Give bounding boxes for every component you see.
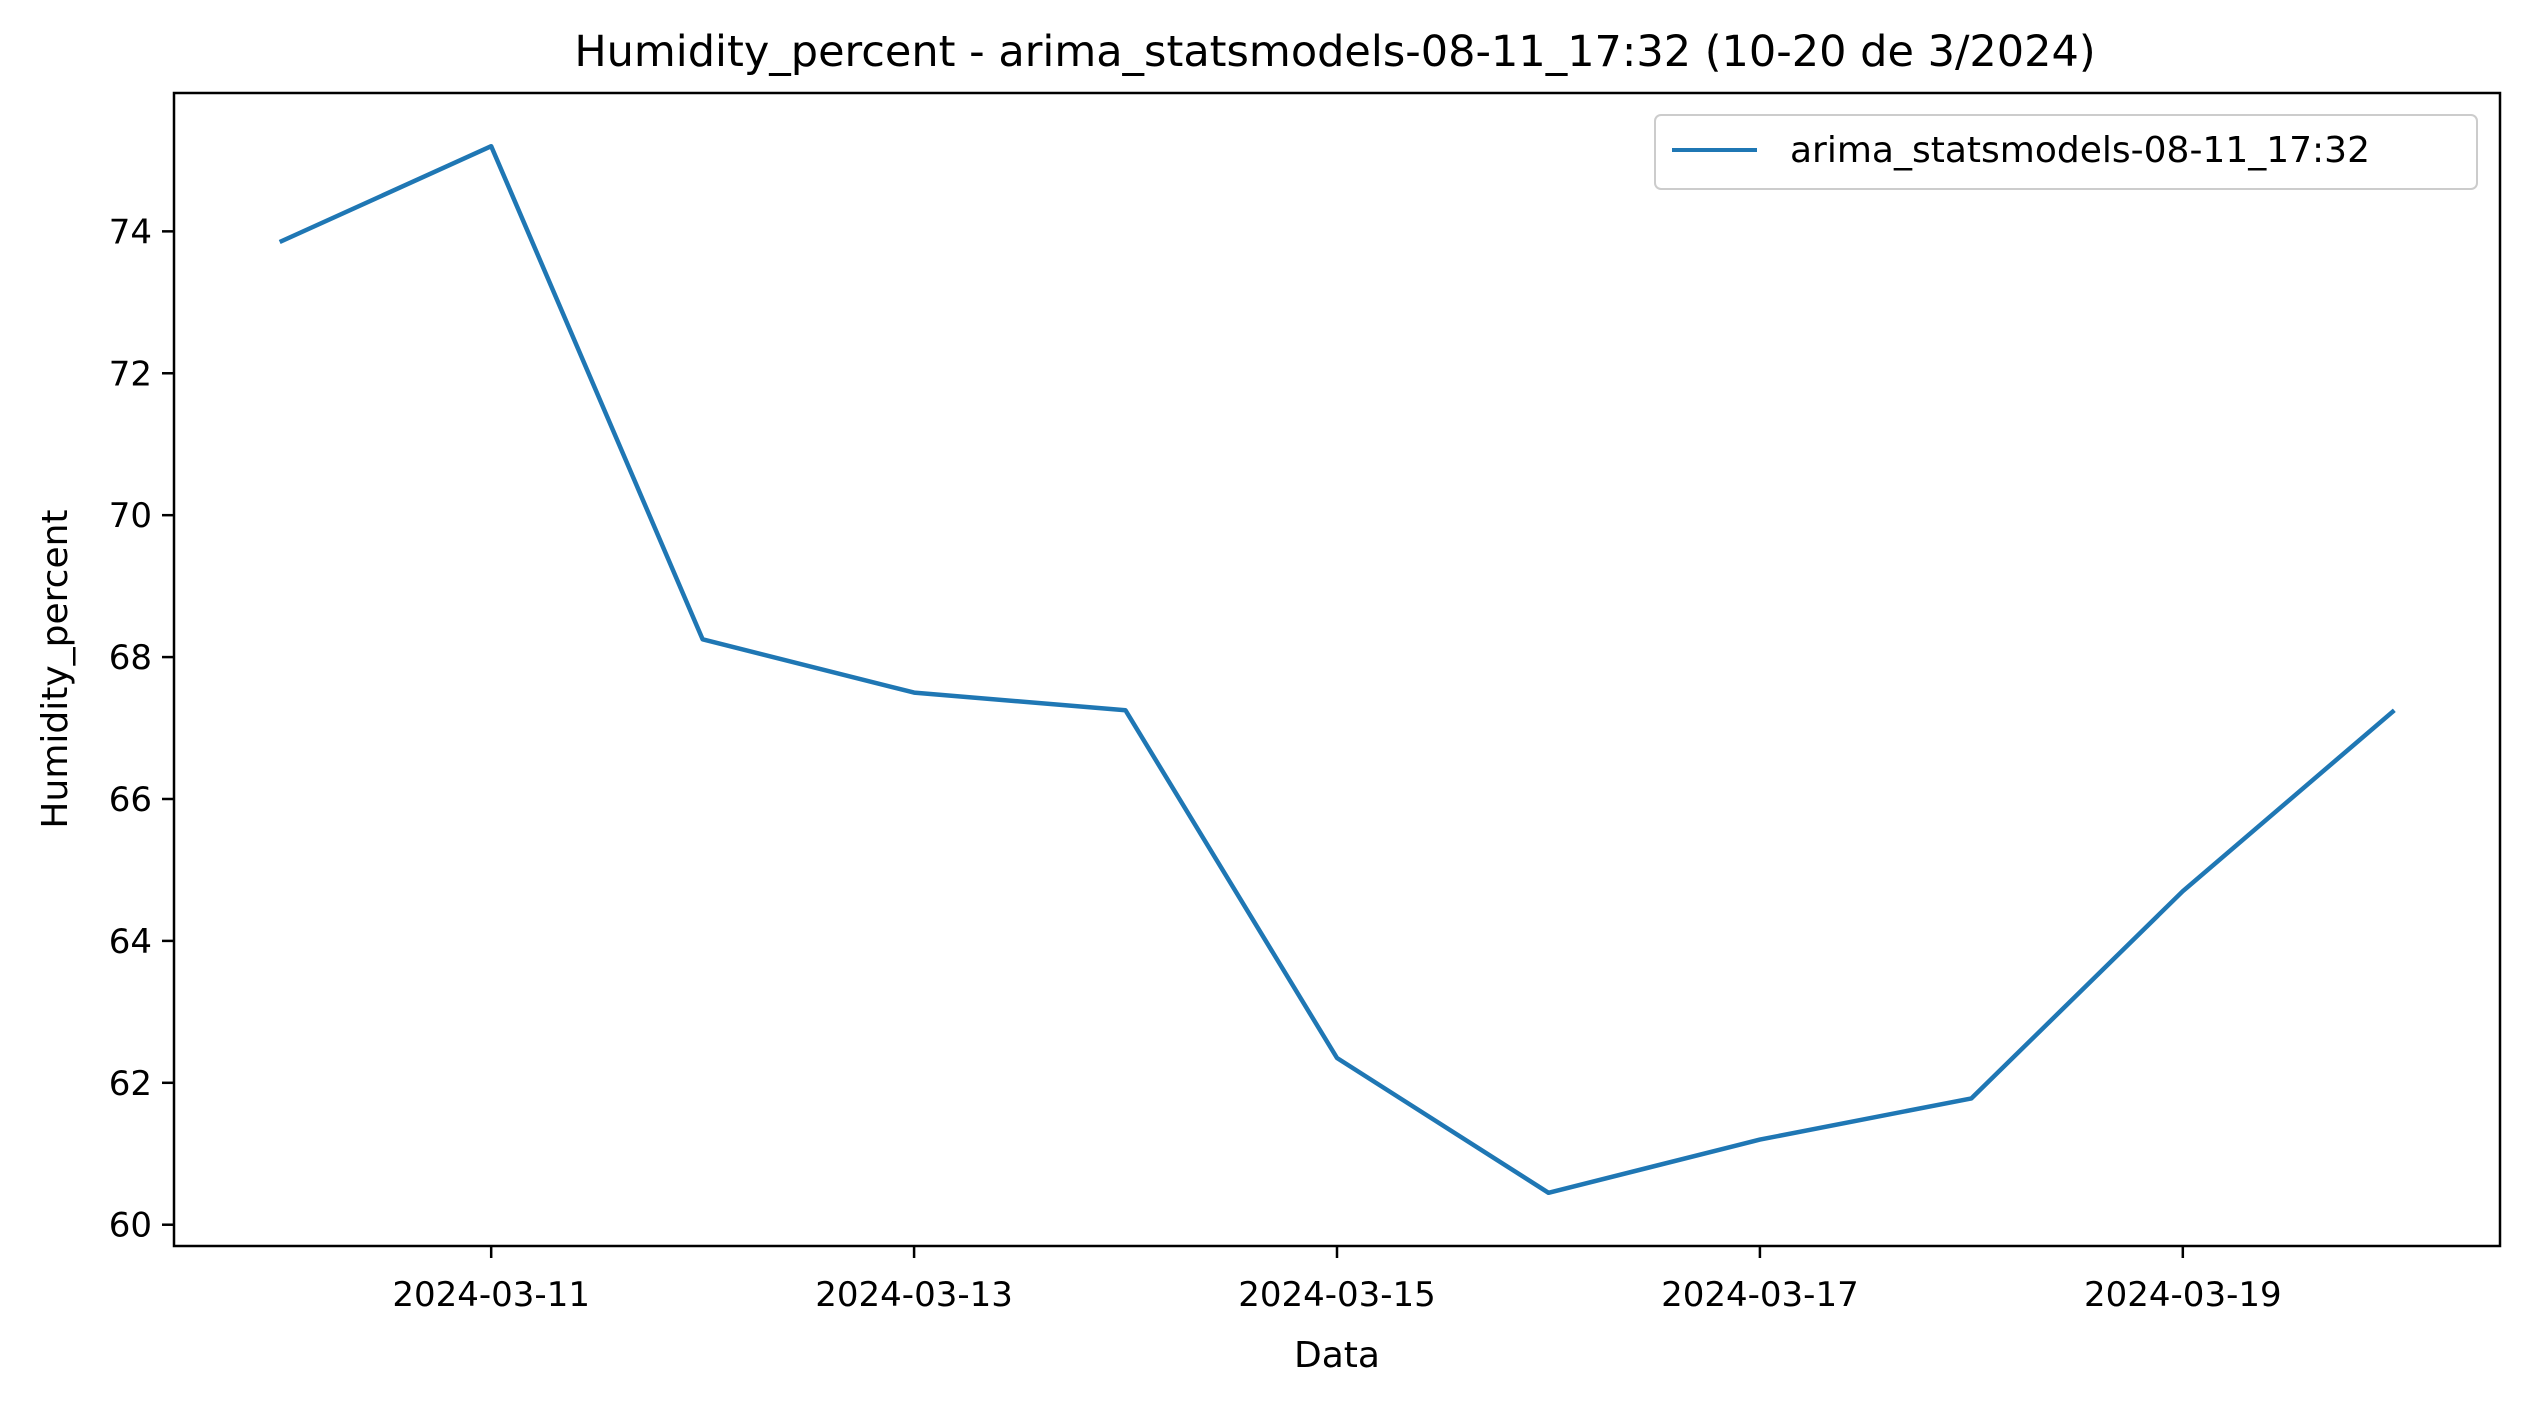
- y-tick-label: 62: [109, 1064, 152, 1104]
- y-tick-label: 60: [109, 1206, 152, 1246]
- chart-title: Humidity_percent - arima_statsmodels-08-…: [574, 27, 2095, 77]
- x-tick-label: 2024-03-11: [392, 1275, 590, 1315]
- x-tick-label: 2024-03-15: [1238, 1275, 1436, 1315]
- x-tick-label: 2024-03-17: [1661, 1275, 1859, 1315]
- y-axis-label: Humidity_percent: [35, 509, 76, 828]
- series-lines: [278, 143, 2396, 1196]
- legend-series-label: arima_statsmodels-08-11_17:32: [1790, 130, 2370, 171]
- series-line: [278, 143, 2396, 1196]
- x-tick-label: 2024-03-13: [815, 1275, 1013, 1315]
- y-tick-label: 72: [109, 354, 152, 394]
- y-tick-label: 64: [109, 922, 152, 962]
- x-axis: 2024-03-11 2024-03-13 2024-03-15 2024-03-17…: [392, 1246, 2282, 1315]
- y-tick-label: 66: [109, 780, 152, 820]
- x-axis-label: Data: [1294, 1335, 1380, 1376]
- y-tick-label: 74: [109, 212, 152, 252]
- plot-frame: [172, 91, 2502, 1248]
- legend[interactable]: arima_statsmodels-08-11_17:32: [1654, 114, 2478, 190]
- y-tick-label: 68: [109, 638, 152, 678]
- y-axis: 60 62 64 66 68 70 72 74: [109, 212, 174, 1246]
- x-tick-label: 2024-03-19: [2084, 1275, 2282, 1315]
- y-tick-label: 70: [109, 496, 152, 536]
- legend-box: [1654, 114, 2478, 190]
